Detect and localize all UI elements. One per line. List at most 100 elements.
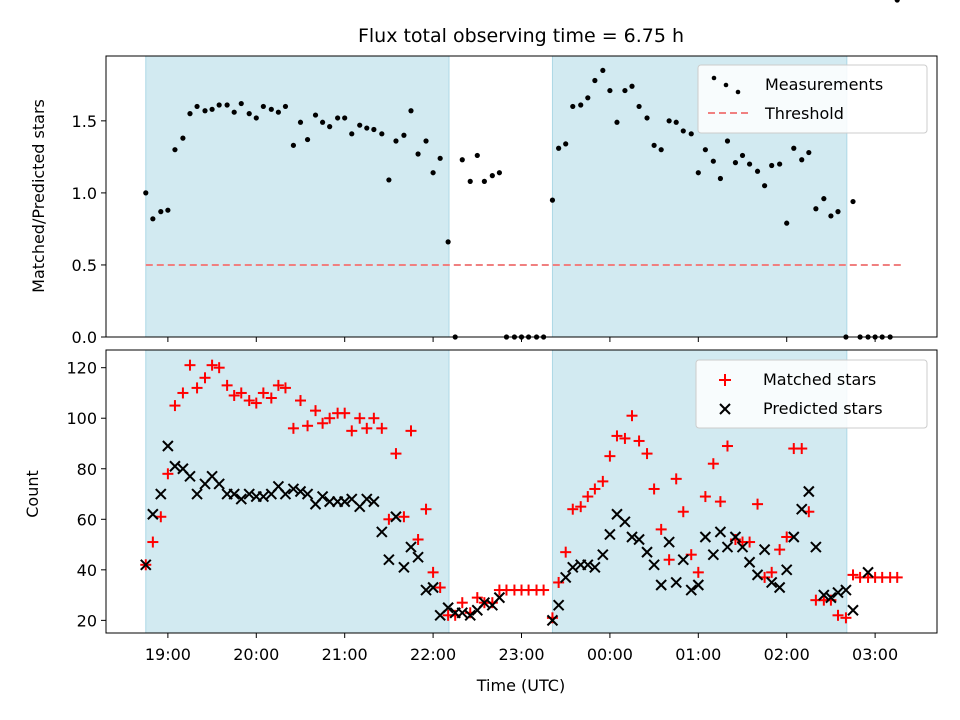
predicted-star-point xyxy=(840,584,852,596)
measurement-point xyxy=(231,109,237,115)
predicted-star-point xyxy=(633,533,645,546)
measurement-point xyxy=(481,178,487,184)
matched-star-point xyxy=(250,397,262,409)
measurement-point xyxy=(754,168,761,174)
predicted-star-point xyxy=(243,488,255,500)
measurement-point xyxy=(585,95,591,101)
matched-star-point xyxy=(243,395,255,407)
measurement-point xyxy=(813,206,819,212)
predicted-star-point xyxy=(478,596,491,609)
y-tick-label: 40 xyxy=(77,561,97,580)
legend-measurement-marker xyxy=(711,75,717,81)
matched-star-point xyxy=(177,387,189,399)
predicted-star-point xyxy=(493,591,506,604)
matched-star-point xyxy=(781,531,793,543)
matched-star-point xyxy=(354,412,366,424)
measurement-point xyxy=(312,112,319,118)
predicted-star-point xyxy=(398,561,410,574)
matched-star-point xyxy=(714,496,726,508)
measurement-point xyxy=(401,132,407,138)
matched-star-point xyxy=(317,417,329,429)
measurement-point xyxy=(194,103,200,110)
predicted-star-point xyxy=(147,508,159,520)
measurement-point xyxy=(187,111,193,117)
measurement-point xyxy=(260,103,266,110)
measurement-point xyxy=(607,87,613,94)
y-tick-label: 120 xyxy=(66,359,97,378)
measurement-point xyxy=(474,152,480,159)
measurement-point xyxy=(268,106,274,112)
predicted-star-point xyxy=(420,584,432,596)
matched-star-point xyxy=(184,359,196,371)
predicted-star-point xyxy=(368,495,380,508)
x-tick-label: 01:00 xyxy=(675,645,721,664)
legend-measurement-marker xyxy=(735,89,741,95)
measurement-point xyxy=(437,155,443,161)
y-tick-label: 80 xyxy=(77,460,97,479)
measurement-point xyxy=(651,142,657,148)
x-tick-label: 22:00 xyxy=(410,645,456,664)
measurement-point xyxy=(216,102,222,108)
predicted-star-point xyxy=(670,576,682,589)
matched-star-point xyxy=(147,536,159,548)
x-tick-label: 23:00 xyxy=(498,645,544,664)
measurement-point xyxy=(680,128,686,134)
measurement-point xyxy=(335,115,341,121)
matched-star-point xyxy=(567,503,579,515)
measurement-point xyxy=(290,142,297,148)
measurement-point xyxy=(850,198,856,205)
legend-matched-marker xyxy=(719,374,731,386)
measurement-point xyxy=(357,122,363,128)
x-tick-label: 20:00 xyxy=(233,645,279,664)
predicted-star-point xyxy=(714,526,727,538)
matched-star-point xyxy=(199,372,211,384)
measurement-point xyxy=(592,77,598,84)
matched-star-point xyxy=(213,362,225,374)
measurement-point xyxy=(806,149,812,156)
matched-star-point xyxy=(368,412,380,424)
measurement-point xyxy=(702,147,708,153)
measurement-point xyxy=(327,124,333,130)
matched-star-point xyxy=(265,392,277,404)
predicted-star-point xyxy=(818,589,830,601)
predicted-star-point xyxy=(825,591,837,604)
predicted-star-point xyxy=(663,536,675,548)
top-panel: 0.0 0.5 1.0 1.5 Matched/Predicted stars Mea… xyxy=(29,0,938,347)
y-tick-label: 1.0 xyxy=(72,184,97,203)
predicted-star-point xyxy=(582,559,594,571)
predicted-star-point xyxy=(847,604,859,616)
predicted-star-point xyxy=(736,541,749,553)
predicted-star-point xyxy=(751,569,764,581)
predicted-star-point xyxy=(279,488,292,500)
predicted-star-point xyxy=(692,579,705,591)
measurement-point xyxy=(570,103,576,110)
legend-predicted-label: Predicted stars xyxy=(763,399,883,418)
measurement-point xyxy=(717,175,724,182)
predicted-star-point xyxy=(301,488,314,500)
x-tick-label: 00:00 xyxy=(587,645,633,664)
matched-star-point xyxy=(766,566,778,578)
predicted-star-point xyxy=(758,543,771,556)
predicted-star-point xyxy=(228,488,240,500)
predicted-star-point xyxy=(559,571,572,584)
legend-threshold-label: Threshold xyxy=(764,104,844,123)
measurement-point xyxy=(467,178,473,184)
measurement-point xyxy=(835,209,841,215)
measurement-point xyxy=(732,160,739,166)
matched-star-point xyxy=(633,435,645,447)
matched-star-point xyxy=(272,379,284,391)
measurement-point xyxy=(821,196,827,202)
matched-star-point xyxy=(847,569,859,581)
measurement-point xyxy=(791,145,797,151)
matched-star-point xyxy=(310,405,322,417)
measurement-point xyxy=(379,131,385,137)
predicted-star-point xyxy=(765,576,778,589)
predicted-star-point xyxy=(316,490,329,503)
predicted-star-point xyxy=(191,488,203,500)
measurement-point xyxy=(614,119,620,125)
matched-star-point xyxy=(721,440,733,452)
measurement-point xyxy=(246,111,252,117)
predicted-star-point xyxy=(405,541,417,553)
matched-star-point xyxy=(891,571,903,583)
matched-star-point xyxy=(390,448,402,460)
